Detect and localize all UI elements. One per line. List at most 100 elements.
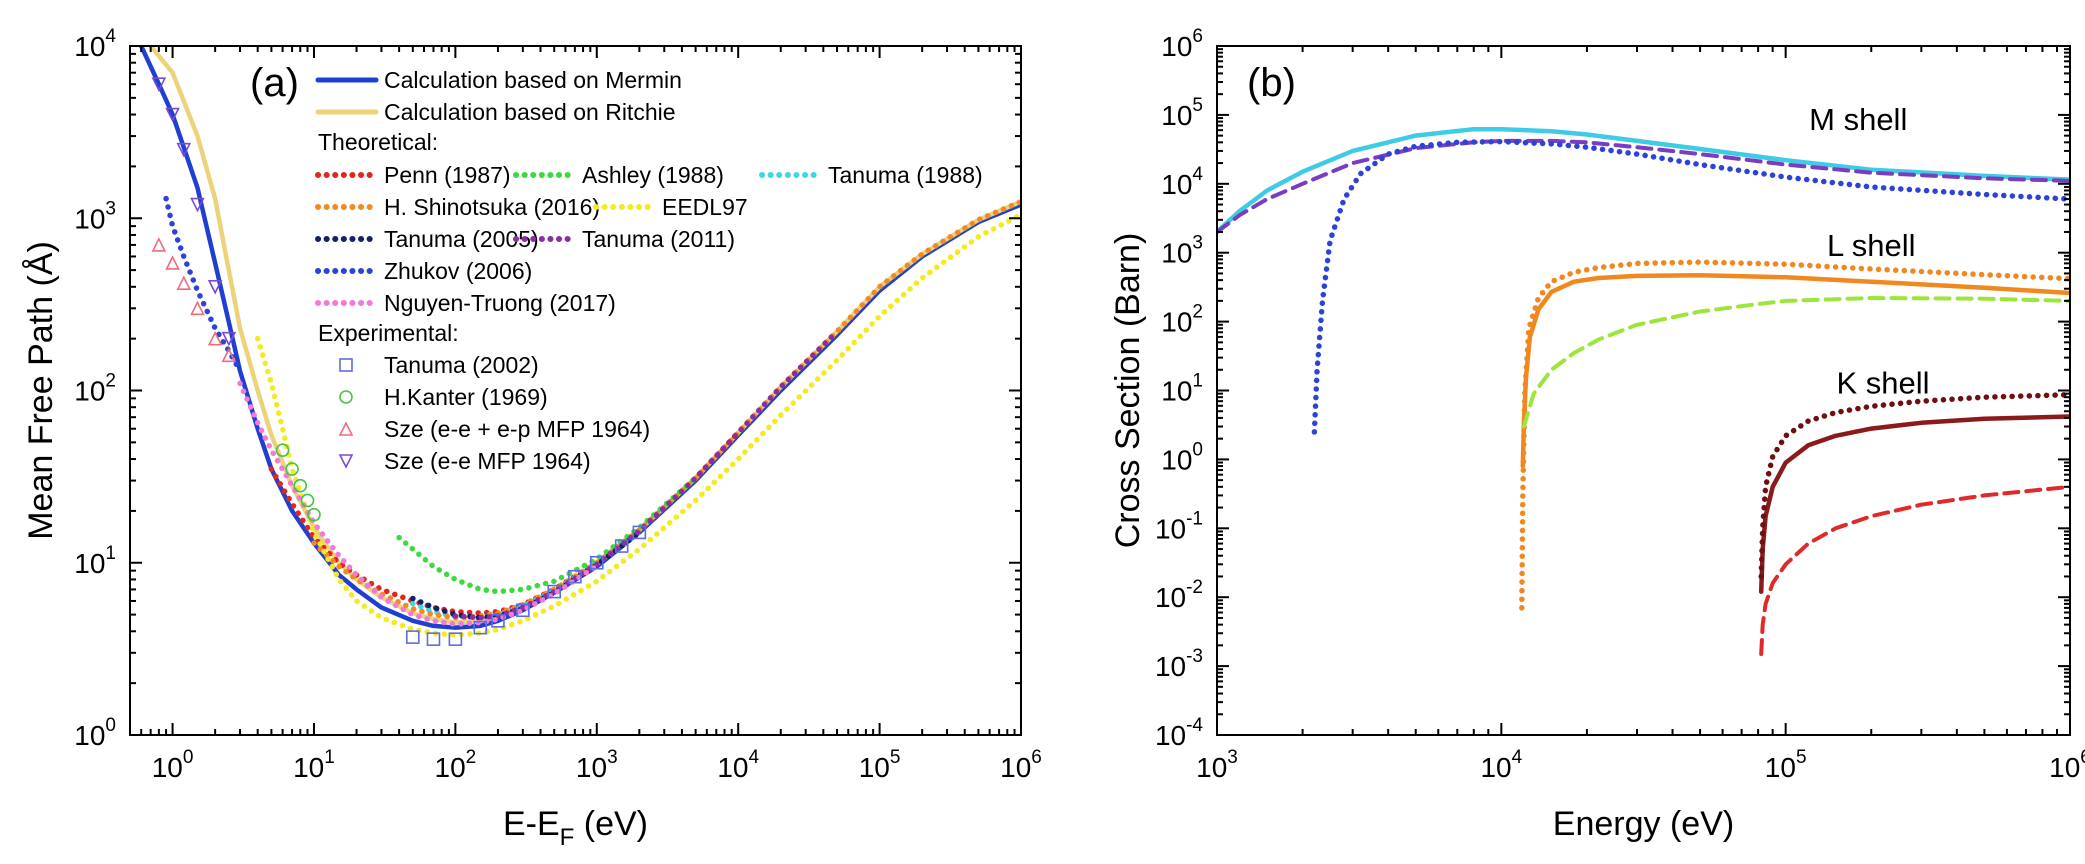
legend-swatch bbox=[338, 421, 354, 436]
data-point bbox=[151, 237, 167, 252]
legend-entry-calculation-based-on-mermin: Calculation based on Mermin bbox=[315, 67, 682, 93]
legend-entry-tanuma-2002: Tanuma (2002) bbox=[339, 352, 539, 378]
y-tick-label: 103 bbox=[1161, 233, 1203, 269]
series-line-series-8 bbox=[1758, 391, 2070, 580]
legend: Calculation based on Mermin Calculation b… bbox=[315, 67, 983, 474]
data-point bbox=[285, 462, 299, 476]
x-tick-label: 102 bbox=[435, 747, 477, 783]
legend-entry-h-shinotsuka-2016: H. Shinotsuka (2016) bbox=[315, 194, 600, 220]
data-point bbox=[568, 569, 582, 584]
y-tick-label: 100 bbox=[74, 715, 116, 751]
legend-label: Nguyen-Truong (2017) bbox=[384, 290, 616, 316]
data-point bbox=[589, 555, 604, 570]
data-point bbox=[221, 331, 237, 347]
legend-label: EEDL97 bbox=[662, 194, 748, 220]
series-line-ashley-1988 bbox=[396, 475, 699, 595]
y-tick-label: 10-2 bbox=[1155, 577, 1203, 613]
data-point bbox=[406, 630, 420, 644]
data-point bbox=[207, 330, 223, 346]
panel-label: (b) bbox=[1247, 61, 1296, 105]
legend-label: Tanuma (2011) bbox=[582, 226, 735, 252]
data-point bbox=[221, 347, 237, 363]
data-point bbox=[207, 279, 223, 295]
data-point bbox=[448, 632, 463, 646]
legend-entry-tanuma-2005: Tanuma (2005) bbox=[315, 226, 539, 252]
legend-entry-calculation-based-on-ritchie: Calculation based on Ritchie bbox=[315, 99, 676, 125]
y-tick-label: 10-3 bbox=[1155, 646, 1203, 682]
y-axis-title: Mean Free Path (Å) bbox=[22, 241, 60, 540]
data-point bbox=[516, 603, 530, 618]
data-point bbox=[300, 493, 315, 508]
legend-swatch bbox=[338, 454, 354, 469]
legend-label: Sze (e-e + e-p MFP 1964) bbox=[384, 416, 650, 442]
data-point bbox=[275, 443, 290, 458]
legend-label: Ashley (1988) bbox=[582, 162, 724, 188]
y-tick-label: 105 bbox=[1161, 95, 1203, 131]
x-tick-label: 104 bbox=[1480, 747, 1522, 783]
legend-swatch bbox=[339, 390, 353, 404]
legend-entry-tanuma-2011: Tanuma (2011) bbox=[513, 226, 735, 252]
legend-label: Sze (e-e MFP 1964) bbox=[384, 448, 591, 474]
x-axis-title: E-EF (eV) bbox=[503, 805, 648, 851]
data-point bbox=[547, 584, 562, 599]
legend-label: Calculation based on Ritchie bbox=[384, 99, 676, 125]
y-tick-label: 100 bbox=[1161, 439, 1203, 475]
series-line-series-6 bbox=[1521, 296, 2070, 429]
x-tick-label: 105 bbox=[859, 747, 901, 783]
data-point bbox=[293, 478, 308, 493]
series-h-kanter-1969 bbox=[275, 443, 321, 522]
x-tick-label: 100 bbox=[152, 747, 194, 783]
legend-entry-eedl97: EEDL97 bbox=[593, 194, 748, 220]
y-tick-label: 10-4 bbox=[1155, 715, 1203, 751]
x-tick-label: 101 bbox=[293, 747, 335, 783]
legend-entry-zhukov-2006: Zhukov (2006) bbox=[315, 258, 532, 284]
x-tick-label: 103 bbox=[1196, 747, 1238, 783]
annotation-k-shell: K shell bbox=[1837, 366, 1930, 401]
y-tick-label: 104 bbox=[74, 26, 116, 62]
series-tanuma-2002 bbox=[406, 525, 647, 646]
data-point bbox=[176, 142, 192, 158]
legend-label: Zhukov (2006) bbox=[384, 258, 532, 284]
x-axis-title: Energy (eV) bbox=[1553, 805, 1734, 843]
legend-label: Tanuma (2005) bbox=[384, 226, 539, 252]
legend-label: H.Kanter (1969) bbox=[384, 384, 548, 410]
legend-label: H. Shinotsuka (2016) bbox=[384, 194, 600, 220]
data-point bbox=[176, 275, 192, 290]
x-tick-label: 103 bbox=[576, 747, 618, 783]
legend-label: Calculation based on Mermin bbox=[384, 67, 682, 93]
series-line-nguyen-truong-2017 bbox=[237, 380, 600, 627]
legend-header-experimental: Experimental: bbox=[318, 320, 459, 346]
legend-entry-sze-e-e-mfp-1964: Sze (e-e MFP 1964) bbox=[338, 448, 591, 474]
data-point bbox=[632, 525, 647, 540]
legend-label: Penn (1987) bbox=[384, 162, 511, 188]
plot-area bbox=[138, 46, 1021, 646]
panel-label: (a) bbox=[250, 61, 299, 105]
panel-a-chart: 100 101 102 103 104 105 106 100 101 102 103 104 E-EF… bbox=[22, 26, 1042, 851]
x-tick-label: 105 bbox=[1765, 747, 1807, 783]
data-point bbox=[426, 632, 441, 646]
y-axis-title: Cross Section (Barn) bbox=[1109, 233, 1147, 549]
data-point bbox=[190, 300, 205, 316]
series-sze-e-e-mfp-1964 bbox=[151, 77, 237, 347]
legend-entry-nguyen-truong-2017: Nguyen-Truong (2017) bbox=[315, 290, 616, 316]
series-line-eedl97 bbox=[254, 211, 1021, 638]
legend-entry-tanuma-1988: Tanuma (1988) bbox=[759, 162, 983, 188]
y-tick-label: 102 bbox=[74, 371, 116, 407]
y-tick-label: 101 bbox=[1161, 371, 1203, 407]
legend-entry-sze-e-e-e-p-mfp-1964: Sze (e-e + e-p MFP 1964) bbox=[338, 416, 650, 442]
plot-frame bbox=[129, 45, 1022, 736]
series-line-calculation-based-on-ritchie bbox=[148, 46, 1021, 625]
y-tick-label: 101 bbox=[74, 543, 116, 579]
panel-b-chart: 103 104 105 106 10-4 10-3 10-2 10-1 100 101 102 103… bbox=[1109, 26, 2085, 843]
legend-header-theoretical: Theoretical: bbox=[318, 129, 438, 155]
annotation-l-shell: L shell bbox=[1827, 228, 1915, 263]
legend-label: Tanuma (1988) bbox=[828, 162, 983, 188]
series-line-series-5 bbox=[1519, 259, 2070, 611]
legend-entry-penn-1987: Penn (1987) bbox=[315, 162, 511, 188]
y-tick-label: 104 bbox=[1161, 164, 1203, 200]
data-point bbox=[165, 107, 180, 123]
series-line-series-9 bbox=[1759, 484, 2070, 656]
series-line-series-4 bbox=[1520, 273, 2070, 469]
data-point bbox=[473, 620, 488, 635]
